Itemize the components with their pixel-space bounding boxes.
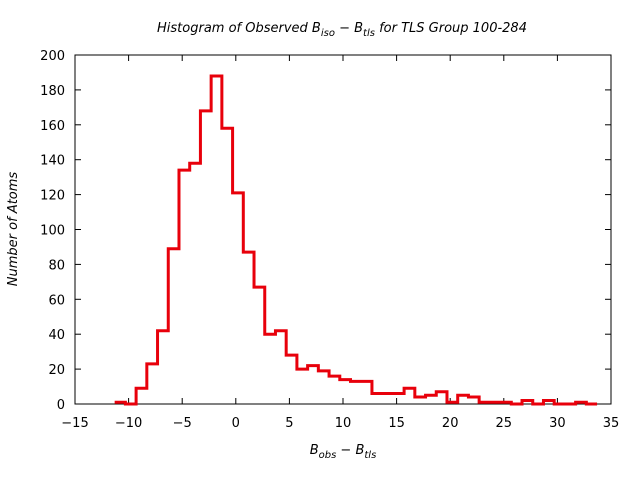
y-tick-label: 160 bbox=[40, 119, 65, 134]
histogram-bin bbox=[190, 163, 201, 404]
plot-area bbox=[74, 54, 612, 405]
histogram-bin bbox=[436, 392, 447, 404]
y-tick-label: 80 bbox=[48, 258, 65, 273]
histogram-bin bbox=[351, 381, 362, 404]
histogram-bin bbox=[426, 395, 437, 404]
histogram-bin bbox=[254, 287, 265, 404]
histogram-bin bbox=[415, 397, 426, 404]
y-tick-label: 140 bbox=[40, 154, 65, 169]
histogram-bin bbox=[179, 170, 190, 404]
histogram-bin bbox=[468, 397, 479, 404]
histogram-bin bbox=[136, 388, 147, 404]
x-tick-label: −10 bbox=[115, 416, 142, 431]
x-tick-label: −5 bbox=[173, 416, 192, 431]
y-tick-label: 120 bbox=[40, 189, 65, 204]
histogram-bin bbox=[168, 249, 179, 404]
x-tick-label: 25 bbox=[496, 416, 513, 431]
histogram-step-line bbox=[114, 74, 598, 406]
histogram-bin bbox=[265, 334, 276, 404]
histogram-bin bbox=[329, 376, 340, 404]
x-tick-label: 0 bbox=[232, 416, 240, 431]
y-tick-label: 100 bbox=[40, 224, 65, 239]
histogram-bin bbox=[158, 331, 169, 404]
histogram-bin bbox=[147, 364, 158, 404]
histogram-bin bbox=[458, 395, 469, 404]
plot-border bbox=[74, 54, 612, 405]
x-axis: −15 −10 −5 0 5 10 15 20 25 30 35 bbox=[61, 55, 619, 431]
histogram-bin bbox=[308, 366, 319, 404]
histogram-bin bbox=[361, 381, 372, 404]
histogram-bin bbox=[576, 402, 587, 404]
histogram-bin bbox=[318, 371, 329, 404]
y-tick-label: 200 bbox=[40, 49, 65, 64]
x-tick-label: 5 bbox=[285, 416, 293, 431]
x-tick-label: −15 bbox=[61, 416, 88, 431]
histogram-bin bbox=[490, 402, 501, 404]
histogram-bin bbox=[501, 402, 512, 404]
histogram-bin bbox=[275, 331, 286, 404]
histogram-bin bbox=[383, 394, 394, 404]
histogram-bin bbox=[222, 128, 233, 404]
histogram-bin bbox=[233, 193, 244, 404]
histogram-bin bbox=[340, 380, 351, 404]
histogram-bin bbox=[393, 394, 404, 404]
y-axis-label: Number of Atoms bbox=[6, 172, 21, 287]
histogram-bin bbox=[211, 76, 222, 404]
x-tick-label: 20 bbox=[442, 416, 459, 431]
y-tick-label: 20 bbox=[48, 363, 65, 378]
histogram-bin bbox=[200, 111, 211, 404]
y-tick-label: 40 bbox=[48, 328, 65, 343]
chart-title: Histogram of Observed Biso − Btls for TL… bbox=[157, 21, 527, 39]
histogram-series bbox=[114, 74, 598, 406]
x-axis-label: Bobs − Btls bbox=[310, 443, 377, 461]
histogram-bin bbox=[297, 369, 308, 404]
histogram-bin bbox=[479, 402, 490, 404]
histogram-bin bbox=[543, 401, 554, 404]
y-tick-label: 60 bbox=[48, 293, 65, 308]
x-tick-label: 35 bbox=[603, 416, 620, 431]
y-tick-label: 180 bbox=[40, 84, 65, 99]
histogram-bin bbox=[404, 388, 415, 404]
x-tick-label: 15 bbox=[388, 416, 405, 431]
x-tick-label: 30 bbox=[549, 416, 566, 431]
histogram-bin bbox=[286, 355, 297, 404]
histogram-bin bbox=[243, 252, 254, 404]
histogram-bin bbox=[372, 394, 383, 404]
histogram-bin bbox=[115, 402, 126, 404]
x-tick-label: 10 bbox=[335, 416, 352, 431]
y-axis: 0 20 40 60 80 100 120 140 160 180 200 bbox=[40, 49, 611, 413]
histogram-bin bbox=[522, 401, 533, 404]
histogram-bin bbox=[447, 402, 458, 404]
y-tick-label: 0 bbox=[57, 398, 65, 413]
